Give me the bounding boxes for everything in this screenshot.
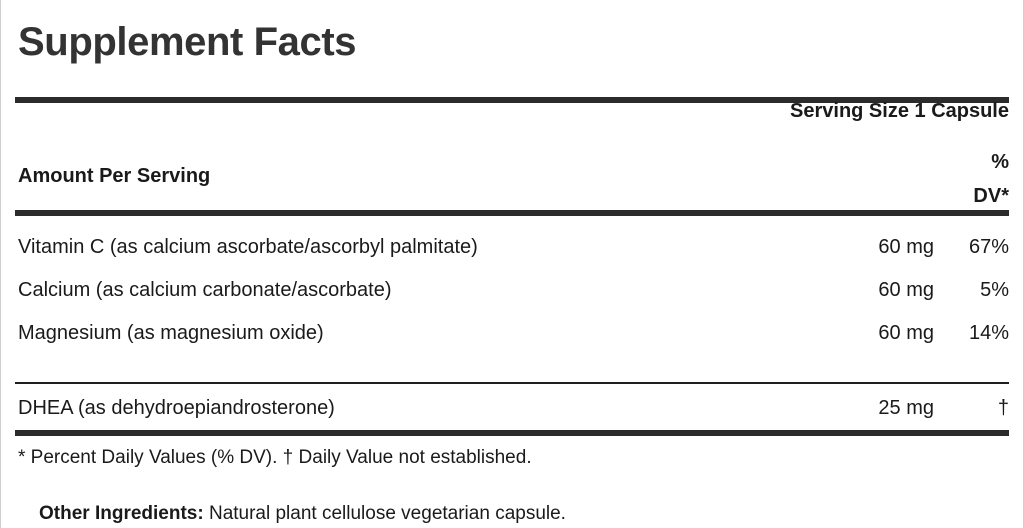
nutrient-amount: 60 mg bbox=[878, 322, 934, 344]
other-ingredients-value: Natural plant cellulose vegetarian capsu… bbox=[203, 503, 566, 524]
amount-per-serving-header: Amount Per Serving bbox=[18, 165, 211, 187]
other-ingredients: Other Ingredients: Natural plant cellulo… bbox=[39, 503, 566, 525]
nutrient-amount: 25 mg bbox=[878, 397, 934, 419]
table-row: Magnesium (as magnesium oxide) 60 mg 14% bbox=[15, 312, 1009, 355]
table-row: Calcium (as calcium carbonate/ascorbate)… bbox=[15, 269, 1009, 312]
page-title: Supplement Facts bbox=[18, 20, 357, 64]
supplement-facts-inner: Supplement Facts Serving Size 1 Capsule … bbox=[15, 0, 1009, 528]
nutrient-table: Vitamin C (as calcium ascorbate/ascorbyl… bbox=[15, 226, 1009, 355]
divider-dhea-rule bbox=[15, 382, 1009, 384]
nutrient-amount: 60 mg bbox=[878, 236, 934, 258]
table-row-dhea: DHEA (as dehydroepiandrosterone) 25 mg † bbox=[15, 387, 1009, 430]
divider-top-rule bbox=[15, 97, 1009, 103]
nutrient-name: Calcium (as calcium carbonate/ascorbate) bbox=[18, 279, 392, 301]
daily-value-footnote: * Percent Daily Values (% DV). † Daily V… bbox=[18, 447, 532, 468]
daily-value-header: % DV* bbox=[889, 145, 1009, 213]
nutrient-name: DHEA (as dehydroepiandrosterone) bbox=[18, 397, 335, 419]
serving-size-text: Serving Size 1 Capsule bbox=[790, 100, 1009, 122]
other-ingredients-label: Other Ingredients: bbox=[39, 503, 204, 524]
table-row: Vitamin C (as calcium ascorbate/ascorbyl… bbox=[15, 226, 1009, 269]
daily-value-header-percent: % bbox=[991, 151, 1009, 173]
nutrient-daily-value: 67% bbox=[968, 236, 1009, 258]
nutrient-daily-value: 14% bbox=[968, 322, 1009, 344]
nutrient-amount: 60 mg bbox=[878, 279, 934, 301]
daily-value-header-dv: DV* bbox=[973, 185, 1009, 207]
nutrient-name: Magnesium (as magnesium oxide) bbox=[18, 322, 324, 344]
nutrient-daily-value: 5% bbox=[980, 279, 1009, 301]
nutrient-name: Vitamin C (as calcium ascorbate/ascorbyl… bbox=[18, 236, 478, 258]
nutrient-daily-value-dagger: † bbox=[997, 397, 1009, 419]
divider-footnote-rule bbox=[15, 430, 1009, 436]
divider-header-rule bbox=[15, 210, 1009, 216]
